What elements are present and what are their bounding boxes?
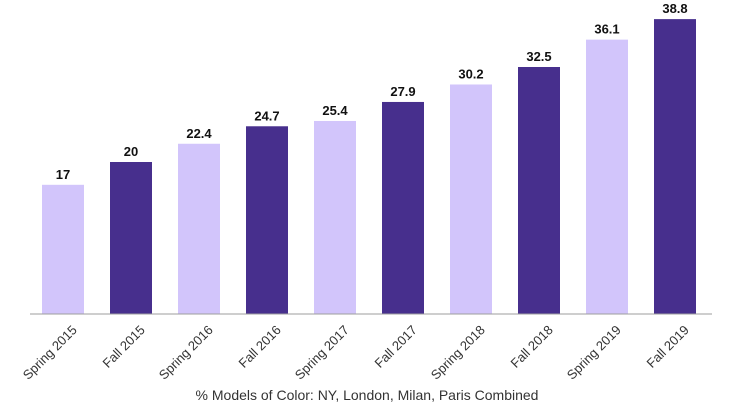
value-label: 32.5 bbox=[526, 49, 551, 64]
bar-spring-2016 bbox=[178, 143, 220, 314]
value-label: 17 bbox=[56, 167, 70, 182]
x-axis-title: % Models of Color: NY, London, Milan, Pa… bbox=[196, 387, 539, 403]
value-label: 30.2 bbox=[458, 66, 483, 81]
value-label: 24.7 bbox=[254, 108, 279, 123]
bar-spring-2017 bbox=[314, 120, 356, 315]
bar-fall-2019 bbox=[654, 19, 696, 315]
value-label: 20 bbox=[124, 144, 138, 159]
x-tick-label: Spring 2019 bbox=[564, 322, 624, 382]
x-tick-label: Fall 2018 bbox=[507, 322, 555, 370]
value-label: 38.8 bbox=[662, 1, 687, 16]
x-tick-label: Fall 2015 bbox=[99, 322, 147, 370]
x-tick-label: Fall 2017 bbox=[371, 322, 419, 370]
bar-fall-2018 bbox=[518, 67, 560, 314]
x-tick-labels-layer: Spring 2015 Fall 2015 Spring 2016 Fall 2016… bbox=[20, 322, 692, 382]
x-tick-label: Spring 2017 bbox=[292, 322, 352, 382]
bar-fall-2016 bbox=[246, 126, 288, 314]
x-tick-label: Spring 2015 bbox=[20, 322, 80, 382]
value-label: 27.9 bbox=[390, 84, 415, 99]
x-tick-label: Spring 2018 bbox=[428, 322, 488, 382]
x-tick-label: Fall 2019 bbox=[643, 322, 691, 370]
x-tick-label: Fall 2016 bbox=[235, 322, 283, 370]
value-labels-layer: 17 20 22.4 24.7 25.4 27.9 30.2 32.5 36.1 38.8 bbox=[56, 1, 688, 182]
value-label: 25.4 bbox=[322, 103, 348, 118]
value-label: 22.4 bbox=[186, 126, 212, 141]
bar-spring-2019 bbox=[586, 39, 628, 314]
x-tick-label: Spring 2016 bbox=[156, 322, 216, 382]
value-label: 36.1 bbox=[594, 22, 619, 37]
bars-layer bbox=[42, 19, 696, 315]
bar-fall-2017 bbox=[382, 101, 424, 315]
bar-spring-2018 bbox=[450, 84, 492, 314]
bar-spring-2015 bbox=[42, 184, 84, 314]
bar-fall-2015 bbox=[110, 162, 152, 314]
